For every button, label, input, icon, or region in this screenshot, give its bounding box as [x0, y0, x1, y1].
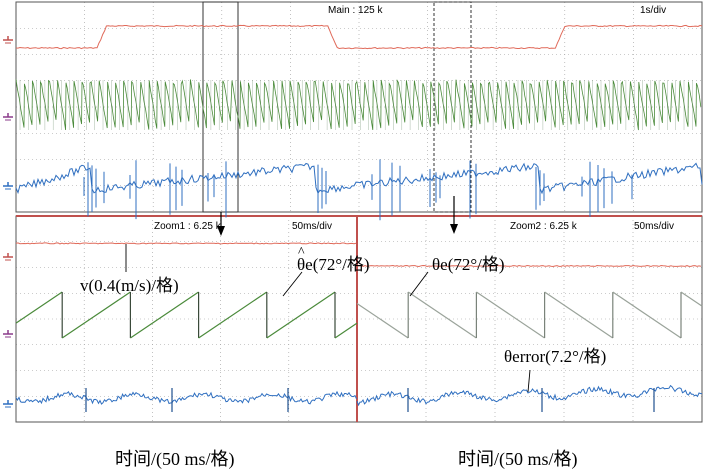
panel-frames: [15, 1, 703, 423]
zoom1-sawtooth-ramp: [130, 291, 199, 339]
grid-lines: [16, 2, 702, 422]
theta-annotation: θe(72°/格): [432, 255, 505, 274]
zoom2-arrow-head: [450, 224, 458, 234]
zoom2-window-box: [433, 1, 472, 213]
annotation-leader-3: [527, 369, 531, 393]
traces: [15, 24, 703, 412]
speed-annotation: v(0.4(m/s)/格): [80, 276, 179, 295]
main-label: Main : 125 k: [328, 5, 383, 16]
zoom2-sawtooth-ramp: [356, 302, 409, 339]
zoom2-sawtooth-ramp: [407, 291, 477, 339]
zoom2-sawtooth-ramp: [680, 291, 703, 307]
zoom1-sawtooth-ramp: [61, 291, 131, 339]
zoom1-sawtooth-ramp: [15, 291, 63, 324]
x-axis-label-right: 时间/(50 ms/格): [458, 449, 578, 470]
main-timebase: 1s/div: [640, 5, 666, 16]
zoom1-sawtooth-ramp: [334, 322, 358, 339]
theta-hat-caret: ^: [298, 245, 305, 260]
zoom2-sawtooth-ramp: [544, 291, 614, 339]
zoom2-speed-trace: [356, 264, 702, 268]
zoom-panel-frame: [15, 215, 703, 423]
main-speed-trace: [15, 24, 703, 50]
zoom2-sawtooth-ramp: [612, 291, 682, 339]
zoom1-sawtooth-ramp: [266, 291, 336, 339]
zoom1-error-trace: [15, 390, 357, 405]
zoom1-arrow-head: [217, 226, 225, 236]
theta-error-annotation: θerror(7.2°/格): [504, 347, 606, 366]
zoom2-label: Zoom2 : 6.25 k: [510, 221, 578, 232]
channel-markers: [3, 36, 13, 408]
annotation-leader-1: [282, 271, 303, 297]
zoom2-timebase: 50ms/div: [634, 221, 674, 232]
zoom2-sawtooth-ramp: [476, 291, 545, 339]
main-theta-trace: [15, 79, 702, 131]
zoom1-speed-trace: [15, 242, 357, 245]
zoom1-sawtooth-ramp: [198, 291, 268, 339]
zoom2-error-trace: [356, 384, 703, 407]
theta-hat-annotation: θe(72°/格): [297, 255, 370, 274]
zoom1-timebase: 50ms/div: [292, 221, 332, 232]
main-panel-frame: [15, 1, 703, 213]
annotation-leader-2: [409, 271, 429, 297]
x-axis-label-left: 时间/(50 ms/格): [115, 449, 235, 470]
zoom1-label: Zoom1 : 6.25 k: [154, 221, 222, 232]
